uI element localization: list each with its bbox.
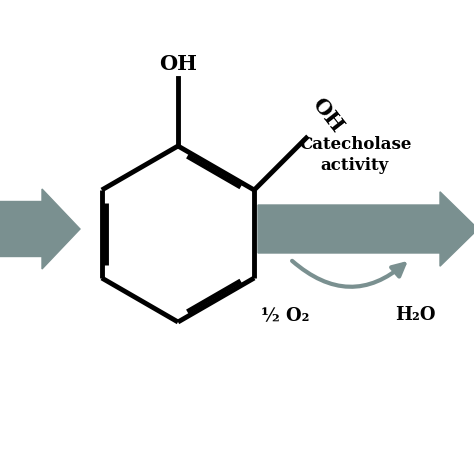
FancyArrowPatch shape [292,261,404,287]
Text: Catecholase
activity: Catecholase activity [299,136,411,174]
Text: OH: OH [308,94,347,136]
Text: OH: OH [159,54,197,74]
Text: ½ O₂: ½ O₂ [261,306,309,324]
FancyArrow shape [0,189,80,269]
FancyArrow shape [258,192,474,266]
Text: H₂O: H₂O [395,306,435,324]
